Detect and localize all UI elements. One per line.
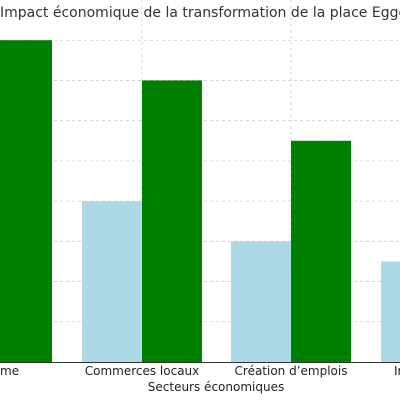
x-axis-label: Secteurs économiques	[148, 380, 284, 394]
bars	[0, 40, 400, 362]
x-tick-label: me	[0, 364, 19, 378]
chart-title: Impact économique de la transformation d…	[0, 5, 400, 21]
x-tick-label: Commerces locaux	[85, 364, 200, 378]
bar-green-1	[142, 80, 202, 362]
x-tick-label: Im	[394, 364, 400, 378]
bar-light-3	[381, 261, 400, 362]
x-tick-labels: me Commerces locaux Création d’emplois Im	[0, 364, 400, 378]
bar-green-2	[291, 140, 351, 362]
bar-green-0	[0, 40, 52, 362]
x-tick-label: Création d’emplois	[235, 364, 348, 378]
bar-light-2	[231, 241, 291, 362]
bar-light-1	[82, 201, 142, 362]
